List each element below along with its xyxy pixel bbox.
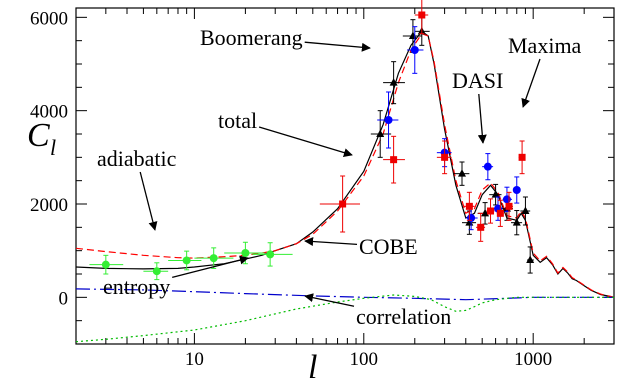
cobe-point xyxy=(252,242,293,267)
annotation-arrow-correlation xyxy=(304,293,355,307)
cobe-point xyxy=(194,247,234,269)
y-axis-label: C xyxy=(27,117,50,154)
annotation-arrow-total xyxy=(258,126,353,157)
annotation-cobe: COBE xyxy=(359,234,418,259)
annotation-arrow-maxima xyxy=(521,58,541,108)
dasi-marker xyxy=(512,186,521,194)
maxima-marker xyxy=(465,202,473,210)
boomerang-point xyxy=(511,210,523,236)
maxima-point xyxy=(486,198,495,224)
boomerang-marker xyxy=(408,31,417,39)
cobe-marker xyxy=(266,250,275,259)
annotation-maxima: Maxima xyxy=(508,33,582,58)
cobe-marker xyxy=(152,267,161,276)
boomerang-marker xyxy=(457,169,466,177)
annotation-adiabatic: adiabatic xyxy=(97,146,177,171)
annotation-arrow-dasi xyxy=(477,93,487,144)
cobe-marker xyxy=(101,260,110,269)
x-tick-label: 100 xyxy=(350,349,379,370)
dasi-marker xyxy=(483,162,492,171)
y-tick-label: 6000 xyxy=(30,8,68,29)
maxima-point xyxy=(463,191,475,221)
annotation-arrow-adiabatic xyxy=(139,171,158,231)
annotation-total: total xyxy=(218,108,257,133)
cobe-marker xyxy=(209,254,218,263)
correlation-curve xyxy=(76,294,614,343)
dasi-marker xyxy=(384,116,393,124)
data-points xyxy=(89,0,535,281)
maxima-marker xyxy=(505,202,513,210)
axis-labels: C l l xyxy=(27,117,317,380)
annotation-entropy: entropy xyxy=(103,274,170,299)
x-tick-label: 1000 xyxy=(514,349,552,370)
annotation-dasi: DASI xyxy=(452,68,503,93)
maxima-marker xyxy=(496,209,504,217)
boomerang-point xyxy=(370,110,392,158)
maxima-point xyxy=(414,0,429,35)
maxima-marker xyxy=(339,200,347,208)
boomerang-marker xyxy=(521,206,530,214)
dasi-point xyxy=(407,26,424,74)
maxima-point xyxy=(436,140,452,175)
cobe-point xyxy=(143,262,169,281)
cobe-marker xyxy=(182,256,191,265)
dasi-point xyxy=(377,91,399,149)
boomerang-point xyxy=(383,61,405,105)
cobe-point xyxy=(168,250,202,271)
dasi-point xyxy=(482,153,494,181)
annotation-boomerang: Boomerang xyxy=(200,25,303,50)
x-tick-label: 10 xyxy=(185,349,204,370)
boomerang-marker xyxy=(389,78,398,86)
y-tick-label: 2000 xyxy=(30,195,68,216)
annotation-arrow-boomerang xyxy=(304,41,371,52)
boomerang-point xyxy=(526,246,535,274)
dasi-marker xyxy=(502,195,511,204)
y-tick-label: 4000 xyxy=(30,102,68,123)
annotation-correlation: correlation xyxy=(356,304,451,329)
boomerang-marker xyxy=(526,255,535,263)
boomerang-point xyxy=(453,161,470,186)
maxima-point xyxy=(496,199,504,227)
annotation-arrow-entropy xyxy=(172,255,249,279)
maxima-marker xyxy=(441,153,449,161)
y-axis-label-main: C xyxy=(27,117,50,154)
maxima-marker xyxy=(477,223,485,231)
maxima-marker xyxy=(390,156,398,164)
boomerang-marker xyxy=(491,190,500,198)
maxima-marker xyxy=(418,11,426,19)
entropy-curve xyxy=(76,288,614,301)
boomerang-point xyxy=(520,196,531,226)
y-axis-label-sub: l xyxy=(50,135,56,160)
adiabatic-curve xyxy=(76,32,614,298)
dasi-marker xyxy=(410,46,419,54)
annotation-arrow-cobe xyxy=(304,237,358,247)
maxima-point xyxy=(319,175,361,233)
maxima-marker xyxy=(518,153,526,161)
maxima-point xyxy=(505,191,513,221)
boomerang-marker xyxy=(512,218,521,226)
maxima-point xyxy=(383,135,405,184)
axes: 10 100 1000 0 2000 4000 6000 xyxy=(30,7,615,370)
cobe-marker xyxy=(241,249,250,257)
dasi-point xyxy=(512,176,521,204)
maxima-marker xyxy=(487,207,495,215)
cobe-point xyxy=(224,241,265,265)
boomerang-point xyxy=(489,183,502,206)
x-axis-label: l xyxy=(308,349,317,380)
cobe-point xyxy=(89,254,124,275)
plot-frame xyxy=(75,7,615,345)
boomerang-marker xyxy=(376,129,385,137)
y-tick-label: 0 xyxy=(59,288,69,309)
maxima-point xyxy=(518,140,526,175)
maxima-point xyxy=(476,212,486,242)
